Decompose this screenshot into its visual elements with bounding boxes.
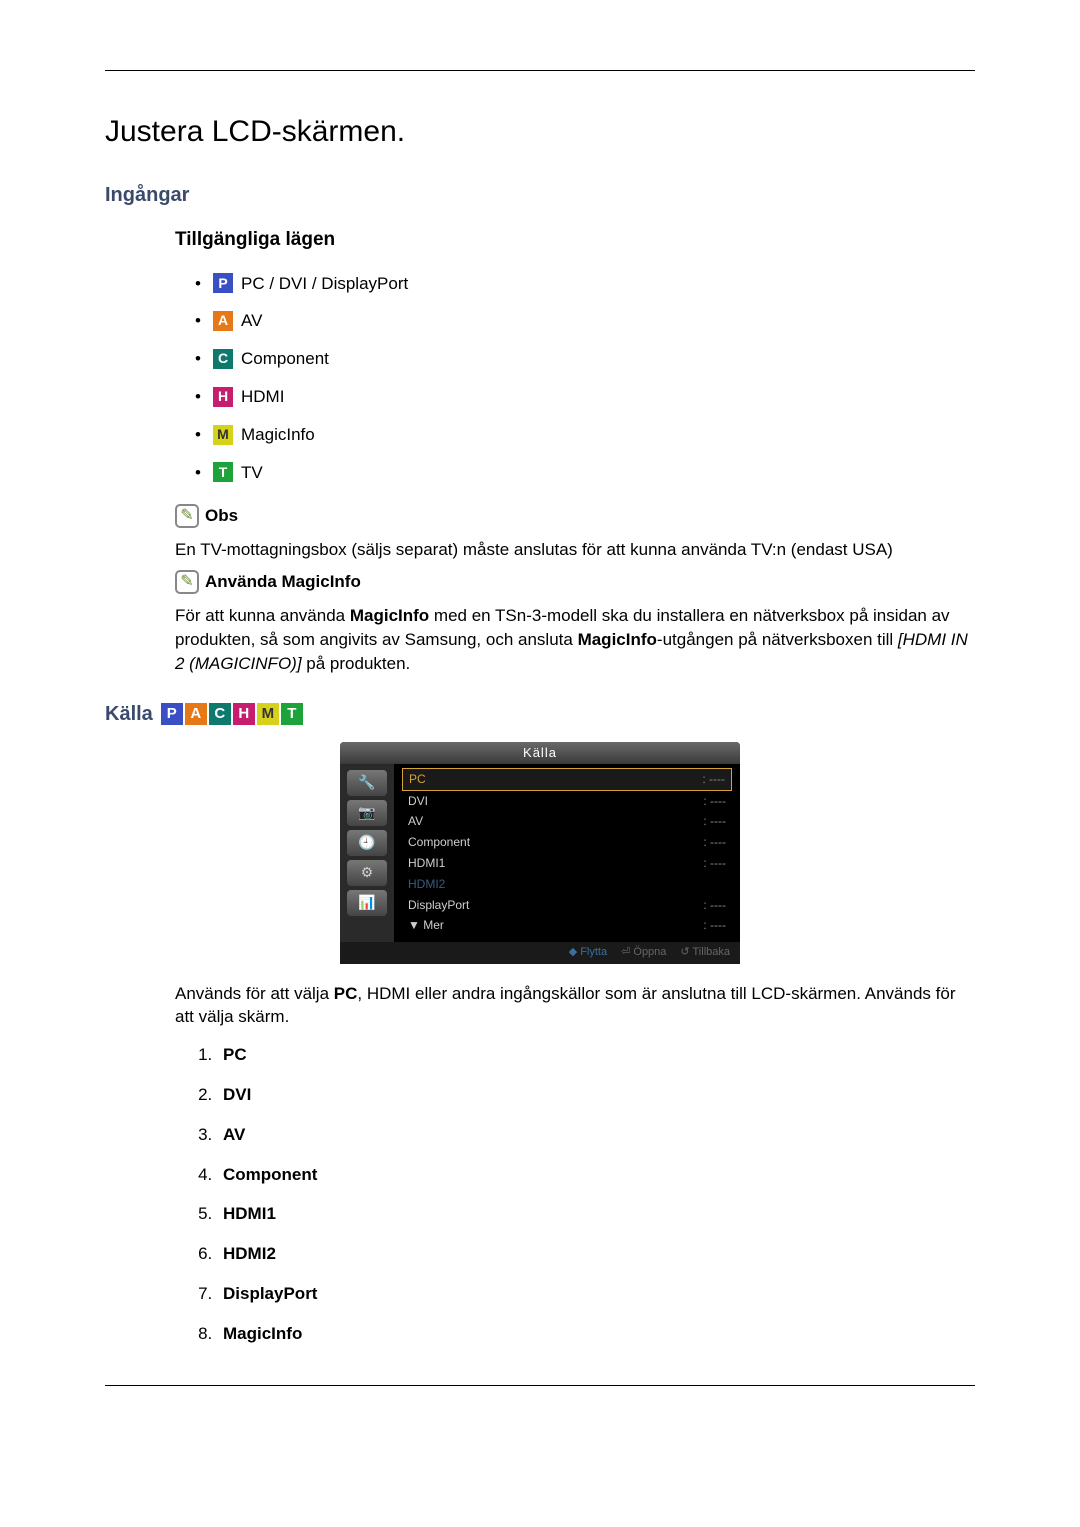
mode-label: MagicInfo [241,423,315,447]
mode-label: Component [241,347,329,371]
osd-row: DisplayPort: ---- [402,895,732,916]
obs-text: En TV-mottagningsbox (säljs separat) mås… [175,538,975,562]
mode-label: TV [241,461,263,485]
magicinfo-text: För att kunna använda MagicInfo med en T… [175,604,975,675]
mode-icon: T [213,462,233,482]
page-title: Justera LCD-skärmen. [105,111,975,153]
source-list-item: HDMI1 [217,1202,975,1226]
mode-item: •TTV [195,461,975,485]
osd-sidebar: 🔧 📷 🕘 ⚙ 📊 [340,764,394,942]
section-inputs: Ingångar [105,181,975,209]
osd-side-icon: ⚙ [347,860,387,886]
mode-icon: M [213,425,233,445]
usage-text: Används för att välja PC, HDMI eller and… [175,982,975,1030]
source-list-item: MagicInfo [217,1322,975,1346]
osd-side-icon: 📊 [347,890,387,916]
kalla-heading-row: Källa PACHMT [105,700,975,728]
osd-side-icon: 🔧 [347,770,387,796]
note-icon: ✎ [175,570,199,594]
mode-label: HDMI [241,385,284,409]
note-obs: ✎ Obs [175,504,975,528]
osd-row: HDMI2 [402,874,732,895]
source-list-item: DVI [217,1083,975,1107]
mode-label: PC / DVI / DisplayPort [241,272,408,296]
note-icon: ✎ [175,504,199,528]
osd-main: PC: ----DVI: ----AV: ----Component: ----… [394,764,740,942]
obs-label: Obs [205,504,238,528]
kalla-icon: T [281,703,303,725]
mode-icon: A [213,311,233,331]
osd-row: DVI: ---- [402,791,732,812]
kalla-heading: Källa [105,700,153,728]
osd-side-icon: 🕘 [347,830,387,856]
kalla-icon: A [185,703,207,725]
source-list: PC DVI AV Component HDMI1 HDMI2 DisplayPort Mag… [217,1043,975,1345]
osd-row: AV: ---- [402,811,732,832]
osd-screenshot: Källa 🔧 📷 🕘 ⚙ 📊 PC: ----DVI: ----AV: ----Com… [105,742,975,964]
mode-item: •AAV [195,309,975,333]
source-list-item: HDMI2 [217,1242,975,1266]
source-list-item: AV [217,1123,975,1147]
source-list-item: DisplayPort [217,1282,975,1306]
osd-row: PC: ---- [402,768,732,791]
mode-icon: C [213,349,233,369]
osd-row: HDMI1: ---- [402,853,732,874]
mode-item: •MMagicInfo [195,423,975,447]
mode-label: AV [241,309,262,333]
mode-item: •HHDMI [195,385,975,409]
osd-footer: ◆ Flytta ⏎ Öppna ↺ Tillbaka [340,942,740,963]
modes-list: •PPC / DVI / DisplayPort•AAV•CComponent•… [195,272,975,485]
osd-foot-item: ↺ Tillbaka [680,945,730,960]
mode-icon: P [213,273,233,293]
kalla-icon: H [233,703,255,725]
osd-foot-item: ◆ Flytta [569,945,607,960]
kalla-icon: C [209,703,231,725]
kalla-icon-strip: PACHMT [161,703,303,725]
osd-foot-item: ⏎ Öppna [621,945,666,960]
mode-icon: H [213,387,233,407]
kalla-icon: P [161,703,183,725]
magicinfo-label: Använda MagicInfo [205,570,361,594]
osd-title: Källa [340,742,740,764]
kalla-icon: M [257,703,279,725]
mode-item: •CComponent [195,347,975,371]
osd-row: Component: ---- [402,832,732,853]
source-list-item: PC [217,1043,975,1067]
mode-item: •PPC / DVI / DisplayPort [195,272,975,296]
osd-side-icon: 📷 [347,800,387,826]
available-modes-heading: Tillgängliga lägen [175,227,975,254]
source-list-item: Component [217,1163,975,1187]
note-magicinfo: ✎ Använda MagicInfo [175,570,975,594]
osd-row: ▼ Mer: ---- [402,915,732,936]
